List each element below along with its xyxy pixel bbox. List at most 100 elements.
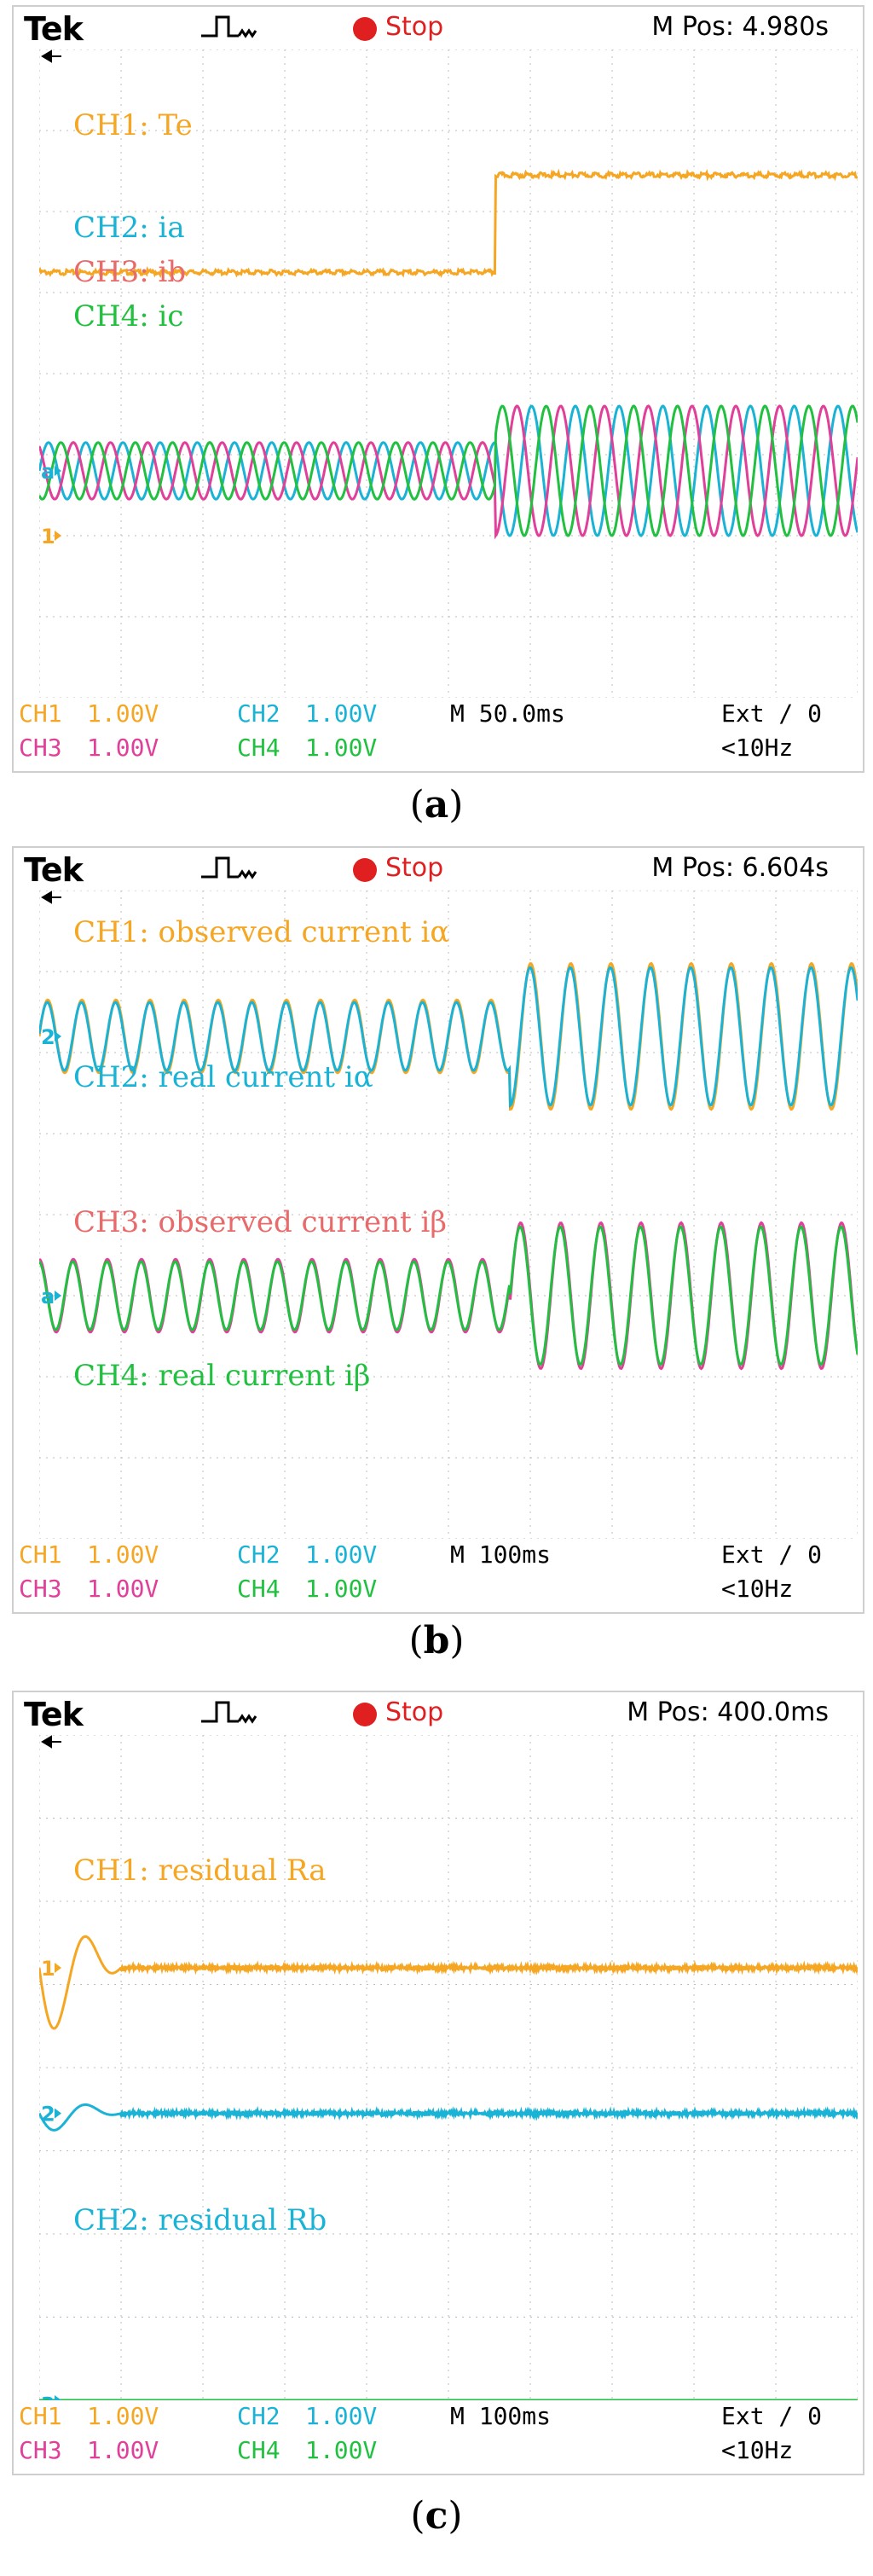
panel-b: Tek Stop M Pos: 6.604s CH1: observed cur… bbox=[0, 844, 873, 1697]
series-label-ch4: CH4: real current iβ bbox=[73, 1359, 370, 1393]
ground-marker-label: a bbox=[41, 2389, 55, 2400]
ch4-scale: 1.00V bbox=[305, 2436, 378, 2464]
ground-marker-label: 1 bbox=[41, 1957, 55, 1981]
ground-marker-arrow-icon bbox=[55, 466, 61, 476]
caption-a-letter: a bbox=[424, 783, 449, 827]
trigger-position-icon bbox=[41, 891, 61, 904]
caption-c: (c) bbox=[410, 2494, 463, 2538]
series-label-ch1: CH1: residual Ra bbox=[73, 1854, 327, 1888]
ch1-footer-label: CH1 bbox=[19, 1540, 62, 1569]
ch3-footer-label: CH3 bbox=[19, 1575, 62, 1603]
plot-area-c: CH1: residual Ra CH2: residual Rb 1 2 a bbox=[39, 1735, 858, 2400]
series-label-ch1: CH1: Te bbox=[73, 108, 193, 142]
m-pos-readout: M Pos: 4.980s bbox=[651, 12, 829, 42]
acquire-waveform-icon bbox=[201, 15, 257, 38]
ch2-scale: 1.00V bbox=[305, 2402, 378, 2430]
trigger-frequency: <10Hz bbox=[721, 734, 794, 762]
ch3-footer-label: CH3 bbox=[19, 2436, 62, 2464]
stop-indicator-icon bbox=[353, 17, 377, 41]
ground-marker: a bbox=[41, 460, 61, 484]
ground-marker-arrow-icon bbox=[55, 1291, 61, 1301]
ch2-scale: 1.00V bbox=[305, 1540, 378, 1569]
ground-marker: 1 bbox=[41, 1957, 61, 1981]
stop-indicator-icon bbox=[353, 1703, 377, 1726]
scope-header: Tek Stop M Pos: 400.0ms bbox=[14, 1692, 863, 1733]
trigger-frequency: <10Hz bbox=[721, 1575, 794, 1603]
series-label-ch3: CH3: observed current iβ bbox=[73, 1205, 447, 1239]
ch1-scale: 1.00V bbox=[87, 699, 159, 728]
ground-marker: 1 bbox=[41, 525, 61, 548]
series-line-ch1 bbox=[39, 168, 858, 279]
scope-footer: CH1 1.00V CH2 1.00V M 100ms Ext ∕ 0 CH3 … bbox=[14, 1540, 863, 1609]
series-label-ch2: CH2: residual Rb bbox=[73, 2203, 327, 2237]
brand-label: Tek bbox=[24, 851, 84, 889]
scope-screen-b: Tek Stop M Pos: 6.604s CH1: observed cur… bbox=[12, 846, 864, 1614]
series-line-ch3 bbox=[39, 404, 858, 540]
ch4-scale: 1.00V bbox=[305, 734, 378, 762]
run-status: Stop bbox=[385, 12, 444, 42]
trigger-readout: Ext ∕ 0 bbox=[721, 2402, 823, 2430]
ch2-footer-label: CH2 bbox=[237, 699, 280, 728]
ground-marker: a bbox=[41, 2389, 61, 2400]
m-pos-readout: M Pos: 400.0ms bbox=[627, 1697, 829, 1727]
scope-footer: CH1 1.00V CH2 1.00V M 50.0ms Ext ∕ 0 CH3… bbox=[14, 699, 863, 768]
ch3-footer-label: CH3 bbox=[19, 734, 62, 762]
ch1-scale: 1.00V bbox=[87, 1540, 159, 1569]
ch1-footer-label: CH1 bbox=[19, 2402, 62, 2430]
caption-b: (b) bbox=[408, 1619, 465, 1662]
series-line-ch4 bbox=[39, 1225, 858, 1366]
ch2-footer-label: CH2 bbox=[237, 2402, 280, 2430]
brand-label: Tek bbox=[24, 10, 84, 48]
ch4-footer-label: CH4 bbox=[237, 1575, 280, 1603]
timebase-readout: M 100ms bbox=[450, 2402, 552, 2430]
series-line-ch1 bbox=[39, 1935, 858, 2030]
timebase-readout: M 100ms bbox=[450, 1540, 552, 1569]
trigger-readout: Ext ∕ 0 bbox=[721, 1540, 823, 1569]
ground-marker-arrow-icon bbox=[55, 2395, 61, 2400]
brand-label: Tek bbox=[24, 1696, 84, 1733]
trigger-readout: Ext ∕ 0 bbox=[721, 699, 823, 728]
ground-marker-arrow-icon bbox=[55, 1963, 61, 1973]
plot-area-a: CH1: Te CH2: ia CH3: ib CH4: ic 1 a bbox=[39, 49, 858, 698]
ground-marker: 2 bbox=[41, 1025, 61, 1049]
acquire-waveform-icon bbox=[201, 1701, 257, 1724]
series-line-ch2 bbox=[39, 2103, 858, 2132]
ground-marker-label: a bbox=[41, 460, 55, 484]
scope-header: Tek Stop M Pos: 4.980s bbox=[14, 7, 863, 48]
caption-c-letter: c bbox=[425, 2494, 448, 2538]
ch1-footer-label: CH1 bbox=[19, 699, 62, 728]
ground-marker-label: 2 bbox=[41, 1025, 55, 1049]
run-status: Stop bbox=[385, 853, 444, 883]
ground-marker-arrow-icon bbox=[55, 2108, 61, 2119]
trigger-position-icon bbox=[41, 49, 61, 63]
caption-a: (a) bbox=[409, 783, 464, 827]
series-label-ch2: CH2: real current iα bbox=[73, 1060, 373, 1094]
graticule bbox=[39, 1735, 858, 2400]
series-label-ch1: CH1: observed current iα bbox=[73, 915, 449, 949]
ch1-scale: 1.00V bbox=[87, 2402, 159, 2430]
ch4-footer-label: CH4 bbox=[237, 734, 280, 762]
scope-footer: CH1 1.00V CH2 1.00V M 100ms Ext ∕ 0 CH3 … bbox=[14, 2402, 863, 2470]
ground-marker: a bbox=[41, 1285, 61, 1308]
stop-indicator-icon bbox=[353, 858, 377, 882]
scope-screen-a: Tek Stop M Pos: 4.980s CH1: Te CH2: ia CH3… bbox=[12, 5, 864, 773]
ground-marker: 2 bbox=[41, 2103, 61, 2126]
series-line-ch2 bbox=[39, 966, 858, 1109]
ground-marker-arrow-icon bbox=[55, 1031, 61, 1041]
ch3-scale: 1.00V bbox=[87, 734, 159, 762]
ch4-scale: 1.00V bbox=[305, 1575, 378, 1603]
series-label-ch2: CH2: ia bbox=[73, 211, 185, 245]
graticule bbox=[39, 891, 858, 1539]
panel-a: Tek Stop M Pos: 4.980s CH1: Te CH2: ia CH3… bbox=[0, 0, 873, 853]
series-label-ch4: CH4: ic bbox=[73, 299, 183, 334]
trigger-position-icon bbox=[41, 1735, 61, 1749]
ch4-footer-label: CH4 bbox=[237, 2436, 280, 2464]
panel-c: Tek Stop M Pos: 400.0ms CH1: residual Ra… bbox=[0, 1689, 873, 2576]
scope-header: Tek Stop M Pos: 6.604s bbox=[14, 848, 863, 889]
graticule bbox=[39, 49, 858, 698]
ch2-footer-label: CH2 bbox=[237, 1540, 280, 1569]
series-line-ch3 bbox=[39, 1221, 858, 1371]
scope-screen-c: Tek Stop M Pos: 400.0ms CH1: residual Ra… bbox=[12, 1691, 864, 2475]
plot-area-b: CH1: observed current iα CH2: real curren… bbox=[39, 891, 858, 1539]
ground-marker-label: 1 bbox=[41, 525, 55, 548]
